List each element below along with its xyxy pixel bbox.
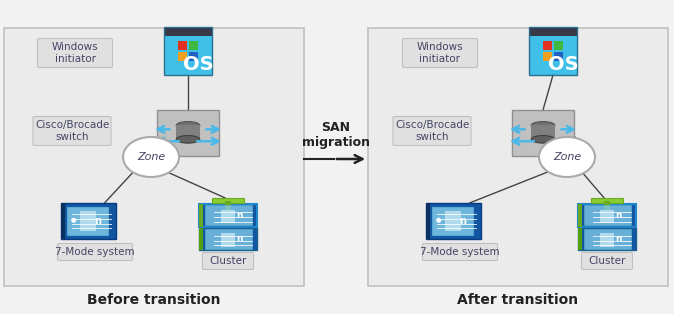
Circle shape [436, 218, 441, 223]
FancyBboxPatch shape [445, 211, 461, 231]
FancyBboxPatch shape [578, 204, 582, 226]
Text: Cluster: Cluster [210, 256, 247, 266]
FancyBboxPatch shape [164, 27, 212, 36]
FancyBboxPatch shape [199, 228, 203, 250]
FancyBboxPatch shape [164, 36, 212, 75]
FancyBboxPatch shape [176, 125, 200, 139]
Text: n: n [94, 216, 101, 226]
FancyBboxPatch shape [600, 233, 614, 247]
Ellipse shape [176, 122, 200, 129]
FancyBboxPatch shape [543, 52, 552, 61]
FancyBboxPatch shape [529, 36, 577, 75]
FancyBboxPatch shape [189, 41, 198, 50]
Ellipse shape [539, 137, 595, 177]
FancyBboxPatch shape [57, 243, 133, 261]
FancyBboxPatch shape [199, 204, 203, 226]
FancyBboxPatch shape [368, 28, 668, 286]
FancyBboxPatch shape [578, 204, 636, 226]
Text: After transition: After transition [458, 293, 578, 307]
Text: n: n [237, 211, 243, 220]
Text: n: n [237, 235, 243, 243]
Text: Windows
initiator: Windows initiator [52, 42, 98, 64]
FancyBboxPatch shape [189, 52, 198, 61]
FancyBboxPatch shape [604, 201, 610, 210]
FancyBboxPatch shape [4, 28, 304, 286]
FancyBboxPatch shape [578, 228, 582, 250]
Text: n: n [460, 216, 466, 226]
FancyBboxPatch shape [512, 110, 574, 156]
Text: Zone: Zone [137, 152, 165, 162]
FancyBboxPatch shape [402, 39, 477, 68]
Text: Zone: Zone [553, 152, 581, 162]
FancyBboxPatch shape [221, 233, 235, 247]
Text: OS: OS [183, 55, 214, 74]
Text: OS: OS [548, 55, 579, 74]
FancyBboxPatch shape [584, 229, 632, 249]
FancyBboxPatch shape [61, 203, 65, 239]
FancyBboxPatch shape [432, 207, 473, 235]
FancyBboxPatch shape [425, 203, 481, 239]
FancyBboxPatch shape [205, 205, 252, 225]
Text: Cisco/Brocade
switch: Cisco/Brocade switch [35, 120, 109, 142]
Text: Windows
initiator: Windows initiator [417, 42, 463, 64]
FancyBboxPatch shape [80, 211, 96, 231]
FancyBboxPatch shape [554, 52, 563, 61]
FancyBboxPatch shape [61, 203, 115, 239]
FancyBboxPatch shape [225, 201, 231, 210]
FancyBboxPatch shape [157, 110, 219, 156]
FancyBboxPatch shape [554, 41, 563, 50]
Ellipse shape [531, 122, 555, 129]
FancyBboxPatch shape [212, 198, 244, 203]
FancyBboxPatch shape [423, 243, 497, 261]
FancyBboxPatch shape [202, 252, 253, 269]
Circle shape [71, 218, 76, 223]
Text: n: n [615, 211, 622, 220]
Ellipse shape [531, 136, 555, 143]
FancyBboxPatch shape [33, 116, 111, 145]
Text: Cisco/Brocade
switch: Cisco/Brocade switch [395, 120, 469, 142]
FancyBboxPatch shape [584, 205, 632, 225]
FancyBboxPatch shape [591, 198, 623, 203]
Text: SAN
migration: SAN migration [302, 121, 370, 149]
FancyBboxPatch shape [178, 52, 187, 61]
Text: 7-Mode system: 7-Mode system [420, 247, 500, 257]
FancyBboxPatch shape [67, 207, 108, 235]
Text: Before transition: Before transition [87, 293, 221, 307]
FancyBboxPatch shape [578, 228, 636, 250]
FancyBboxPatch shape [393, 116, 471, 145]
FancyBboxPatch shape [221, 209, 235, 223]
Text: 7-Mode system: 7-Mode system [55, 247, 135, 257]
FancyBboxPatch shape [543, 41, 552, 50]
Ellipse shape [123, 137, 179, 177]
FancyBboxPatch shape [178, 41, 187, 50]
FancyBboxPatch shape [531, 125, 555, 139]
FancyBboxPatch shape [199, 228, 257, 250]
Text: n: n [615, 235, 622, 243]
Ellipse shape [176, 136, 200, 143]
FancyBboxPatch shape [600, 209, 614, 223]
FancyBboxPatch shape [582, 252, 632, 269]
Text: Cluster: Cluster [588, 256, 625, 266]
FancyBboxPatch shape [205, 229, 252, 249]
FancyBboxPatch shape [199, 204, 257, 226]
FancyBboxPatch shape [425, 203, 430, 239]
FancyBboxPatch shape [529, 27, 577, 36]
FancyBboxPatch shape [38, 39, 113, 68]
